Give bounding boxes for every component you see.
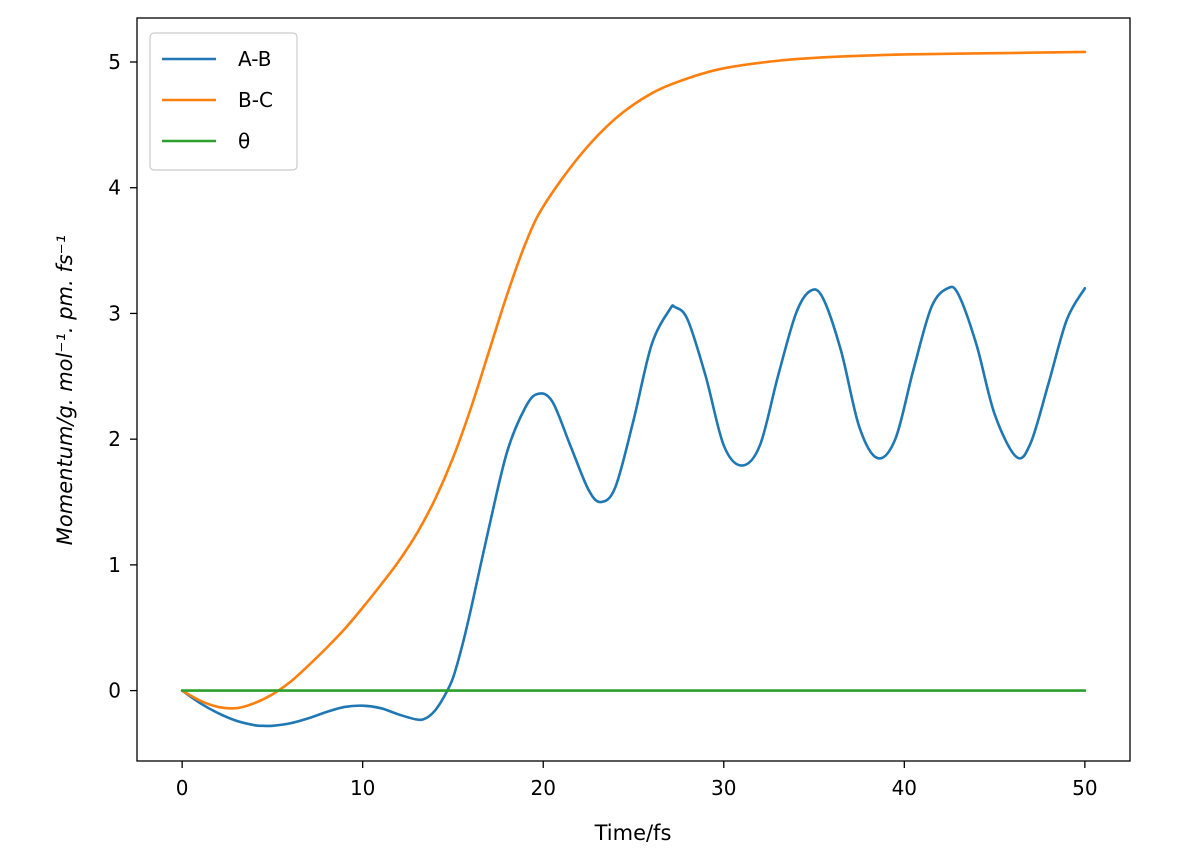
x-tick-label: 50: [1072, 776, 1097, 800]
x-tick-label: 30: [711, 776, 736, 800]
y-tick-label: 2: [108, 427, 121, 451]
y-tick-label: 1: [108, 553, 121, 577]
y-tick-label: 5: [108, 50, 121, 74]
legend: A-B B-C θ: [149, 32, 298, 171]
legend-label: θ: [238, 129, 250, 153]
y-axis: 0 1 2 3 4 5: [108, 50, 137, 703]
y-tick-label: 3: [108, 301, 121, 325]
x-tick-label: 10: [350, 776, 375, 800]
x-tick-label: 20: [531, 776, 556, 800]
y-axis-label: Momentum/g. mol⁻¹. pm. fs⁻¹: [53, 235, 77, 545]
x-tick-label: 40: [892, 776, 917, 800]
x-axis-label: Time/fs: [594, 821, 672, 845]
series-layer: [180, 50, 1087, 728]
legend-box: [149, 32, 298, 171]
x-axis: 0 10 20 30 40 50: [176, 761, 1098, 800]
legend-label: A-B: [238, 47, 271, 71]
plot-frame: [136, 17, 1131, 762]
series-line-0: [180, 285, 1087, 728]
legend-label: B-C: [238, 88, 273, 112]
x-tick-label: 0: [176, 776, 189, 800]
y-tick-label: 4: [108, 176, 121, 200]
series-line-1: [180, 50, 1087, 710]
y-tick-label: 0: [108, 679, 121, 703]
